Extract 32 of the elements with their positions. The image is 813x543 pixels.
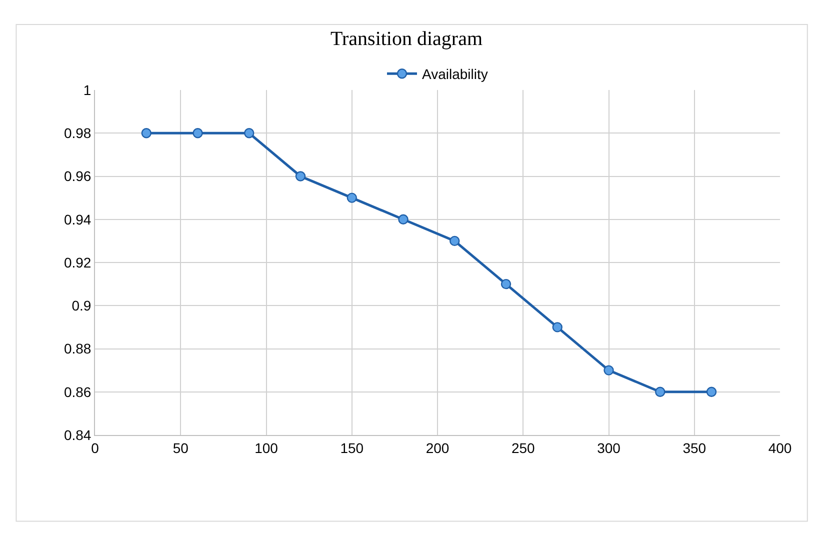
y-tick-label: 0.84 — [64, 426, 92, 443]
y-tick-label: 0.96 — [64, 168, 92, 184]
y-tick-label: 0.92 — [64, 254, 92, 270]
point — [346, 192, 357, 203]
point — [192, 128, 203, 138]
point — [450, 236, 460, 246]
point — [141, 128, 152, 138]
point — [706, 386, 717, 397]
x-tick-label: 0 — [91, 440, 100, 456]
x-tick-label: 300 — [597, 440, 621, 456]
point — [398, 214, 408, 224]
y-tick-label: 0.9 — [72, 298, 92, 314]
x-tick-label: 400 — [768, 440, 792, 456]
x-tick-label: 250 — [511, 440, 536, 456]
y-tick-label: 0.86 — [64, 384, 92, 400]
x-tick-label: 350 — [682, 440, 706, 456]
y-tick-label: 0.98 — [64, 125, 92, 142]
y-tick-label: 0.94 — [64, 211, 92, 228]
point — [500, 278, 512, 290]
x-tick-label: 50 — [172, 440, 189, 456]
x-tick-label: 100 — [254, 440, 278, 456]
point — [655, 386, 666, 397]
x-tick-label: 150 — [340, 440, 364, 456]
point — [295, 171, 306, 182]
point — [552, 322, 562, 332]
y-tick-label: 0.88 — [64, 340, 92, 357]
point — [244, 128, 254, 138]
x-tick-label: 200 — [426, 440, 450, 456]
chart-title: Transition diagram — [330, 28, 483, 50]
y-tick-label: 1 — [83, 82, 92, 98]
legend-label: Availability — [422, 66, 488, 82]
point — [604, 365, 614, 376]
